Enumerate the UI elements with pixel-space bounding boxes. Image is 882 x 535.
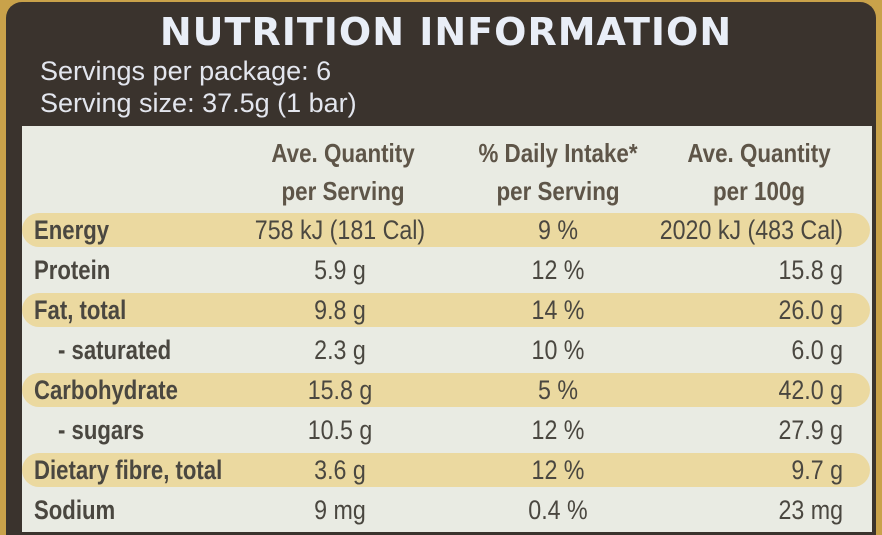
row-label: Protein	[34, 255, 111, 285]
row-label: Fat, total	[34, 295, 127, 325]
nutrition-table: Ave. Quantity per Serving % Daily Intake…	[22, 126, 872, 532]
per-100g-value: 15.8 g	[778, 255, 844, 285]
table-row: Dietary fibre, total 3.6 g 12 % 9.7 g	[22, 450, 872, 490]
nutrition-panel: NUTRITION INFORMATION Servings per packa…	[6, 2, 876, 535]
per-serving-value: 15.8 g	[307, 375, 373, 405]
per-serving-value: 9 mg	[314, 495, 366, 525]
per-100g-value: 23 mg	[778, 495, 844, 525]
table-row: Sodium 9 mg 0.4 % 23 mg	[22, 490, 872, 530]
per-serving-value: 3.6 g	[314, 455, 366, 485]
per-100g-value: 42.0 g	[778, 375, 844, 405]
column-header-line: % Daily Intake*	[478, 138, 638, 168]
daily-intake-value: 0.4 %	[528, 495, 588, 525]
daily-intake-value: 10 %	[531, 335, 585, 365]
daily-intake-value: 9 %	[537, 215, 579, 245]
serving-size: Serving size: 37.5g (1 bar)	[40, 88, 357, 118]
per-serving-value: 9.8 g	[314, 295, 366, 325]
daily-intake-value: 12 %	[531, 255, 585, 285]
column-header-line: per 100g	[713, 176, 805, 206]
per-100g-value: 2020 kJ (483 Cal)	[659, 215, 844, 245]
daily-intake-value: 12 %	[531, 455, 585, 485]
row-highlight	[22, 293, 870, 327]
column-header-line: per Serving	[496, 176, 620, 206]
row-label: Dietary fibre, total	[34, 455, 223, 485]
per-serving-value: 5.9 g	[314, 255, 366, 285]
column-header-line: per Serving	[281, 176, 405, 206]
daily-intake-value: 12 %	[531, 415, 585, 445]
row-highlight	[22, 453, 870, 487]
row-highlight	[22, 373, 870, 407]
servings-per-package: Servings per package: 6	[40, 56, 332, 86]
nutrition-title: NUTRITION INFORMATION	[159, 10, 733, 54]
row-label: Energy	[34, 215, 110, 245]
per-100g-value: 27.9 g	[778, 415, 844, 445]
column-header-line: Ave. Quantity	[687, 138, 831, 168]
table-row: Fat, total 9.8 g 14 % 26.0 g	[22, 290, 872, 330]
daily-intake-value: 5 %	[537, 375, 579, 405]
table-row: - sugars 10.5 g 12 % 27.9 g	[22, 410, 872, 450]
column-header-per-100g: Ave. Quantity per 100g	[667, 134, 851, 210]
column-header-daily-intake: % Daily Intake* per Serving	[458, 134, 658, 210]
per-serving-value: 758 kJ (181 Cal)	[254, 215, 426, 245]
row-label: - sugars	[58, 415, 145, 445]
table-row: Energy 758 kJ (181 Cal) 9 % 2020 kJ (483…	[22, 210, 872, 250]
per-100g-value: 6.0 g	[791, 335, 844, 365]
per-serving-value: 10.5 g	[307, 415, 373, 445]
table-row: Protein 5.9 g 12 % 15.8 g	[22, 250, 872, 290]
per-serving-value: 2.3 g	[314, 335, 366, 365]
row-label: Sodium	[34, 495, 116, 525]
column-header-per-serving: Ave. Quantity per Serving	[251, 134, 435, 210]
column-header-line: Ave. Quantity	[271, 138, 415, 168]
row-label: Carbohydrate	[34, 375, 178, 405]
daily-intake-value: 14 %	[531, 295, 585, 325]
per-100g-value: 26.0 g	[778, 295, 844, 325]
row-highlight	[22, 213, 870, 247]
table-row: Carbohydrate 15.8 g 5 % 42.0 g	[22, 370, 872, 410]
table-row: - saturated 2.3 g 10 % 6.0 g	[22, 330, 872, 370]
per-100g-value: 9.7 g	[791, 455, 844, 485]
row-label: - saturated	[58, 335, 172, 365]
